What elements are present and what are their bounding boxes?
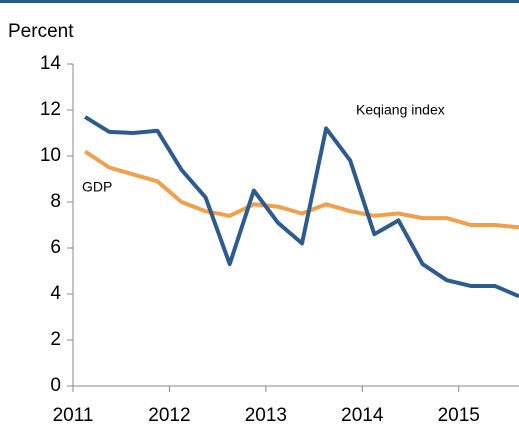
- y-tick-label: 12: [40, 99, 61, 120]
- x-tick-label: 2012: [148, 405, 190, 426]
- series-line: [83, 149, 519, 230]
- x-tick-label: 2014: [341, 405, 384, 426]
- y-tick-label: 0: [50, 375, 61, 396]
- x-tick-label: 2013: [245, 405, 287, 426]
- y-tick-label: 8: [50, 191, 61, 212]
- y-tick-label: 10: [40, 145, 61, 166]
- y-tick-label: 4: [50, 283, 61, 304]
- x-tick-label: 2011: [53, 405, 94, 426]
- series-annotation: GDP: [82, 179, 112, 195]
- series-annotation: Keqiang index: [356, 102, 445, 118]
- y-tick-label: 2: [50, 329, 61, 350]
- y-tick-label: 14: [40, 53, 62, 74]
- x-tick-label: 2015: [438, 405, 480, 426]
- y-tick-label: 6: [50, 237, 61, 258]
- y-axis-label: Percent: [8, 21, 74, 42]
- series-line: [84, 115, 519, 299]
